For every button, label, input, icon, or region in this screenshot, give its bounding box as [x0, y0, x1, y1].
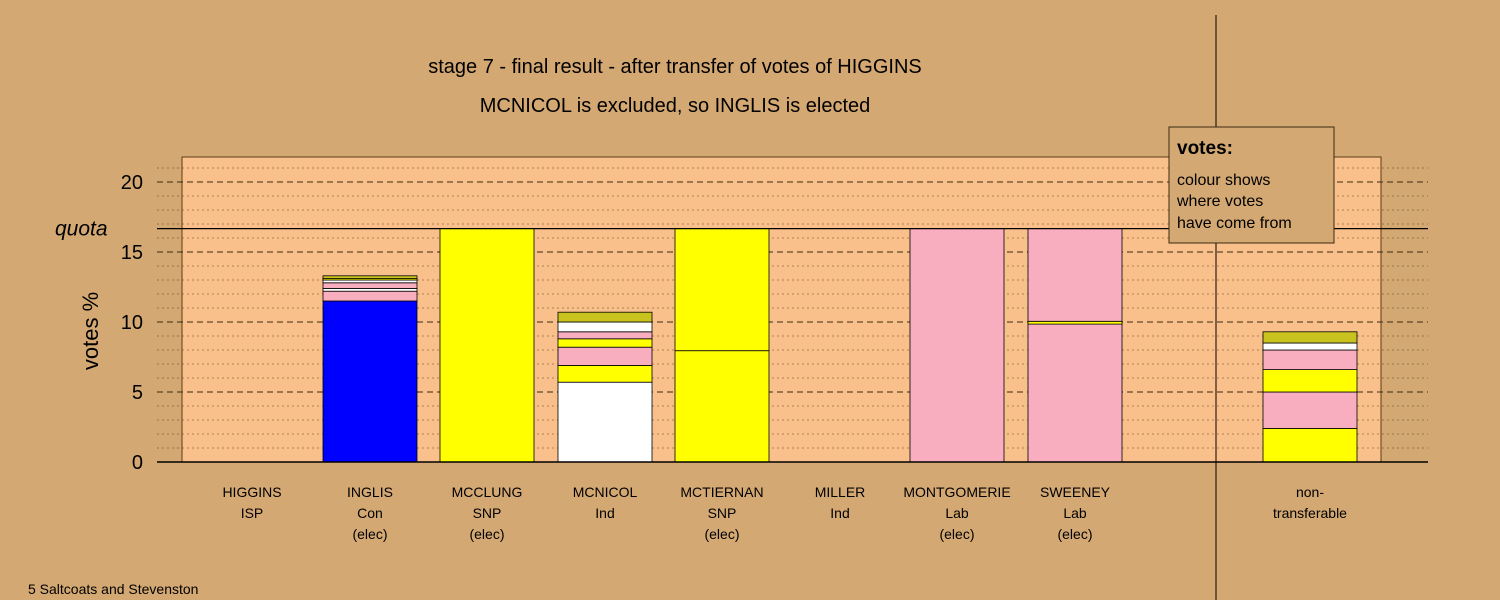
candidate-name-mcnicol: MCNICOL — [573, 484, 638, 500]
bars — [322, 228, 1358, 463]
candidate-party-inglis: Con — [357, 505, 383, 521]
candidate-status-montgomerie: (elec) — [939, 526, 974, 542]
legend-line-1: colour shows — [1177, 172, 1270, 189]
bar-mcnicol-segment — [557, 331, 653, 340]
y-tick-label: 10 — [121, 312, 143, 334]
candidate-name-mcclung: MCCLUNG — [452, 484, 523, 500]
legend-title: votes: — [1177, 138, 1233, 159]
bar-nontransferable-segment — [1262, 391, 1358, 429]
bar-nontransferable-segment — [1262, 369, 1358, 393]
y-tick-label: 20 — [121, 172, 143, 194]
bar-mcclung-segment — [439, 228, 535, 463]
bar-nontransferable-segment — [1262, 331, 1358, 344]
y-axis-ticks: 0 5 10 15 20 — [121, 172, 143, 474]
bar-nontransferable-segment — [1262, 427, 1358, 463]
candidate-party-mcnicol: Ind — [595, 505, 614, 521]
candidate-name-inglis: INGLIS — [347, 484, 393, 500]
candidate-name-miller: MILLER — [815, 484, 866, 500]
bar-mcnicol-segment — [557, 364, 653, 383]
bar-mcnicol-segment — [557, 321, 653, 333]
y-tick-label: 15 — [121, 242, 143, 264]
bar-nontransferable-segment — [1262, 349, 1358, 371]
candidate-party-sweeney: Lab — [1063, 505, 1087, 521]
legend-line-2: where votes — [1176, 193, 1263, 210]
bar-sweeney-segment — [1027, 320, 1123, 325]
category-labels: HIGGINS ISP INGLIS Con (elec) MCCLUNG SNP (elec… — [222, 484, 1347, 542]
quota-label: quota — [55, 218, 108, 241]
chart-title: stage 7 - final result - after transfer … — [428, 56, 922, 78]
bar-nontransferable-segment — [1262, 342, 1358, 351]
candidate-party-mcclung: SNP — [473, 505, 502, 521]
legend-box: votes: colour shows where votes have com… — [1168, 126, 1335, 244]
bar-inglis-segment — [322, 300, 418, 463]
candidate-party-montgomerie: Lab — [945, 505, 969, 521]
candidate-name-higgins: HIGGINS — [222, 484, 281, 500]
candidate-status-mcclung: (elec) — [469, 526, 504, 542]
bar-mctiernan-segment — [674, 228, 770, 352]
bar-inglis-segment — [322, 282, 418, 289]
y-tick-label: 5 — [132, 382, 143, 404]
legend-background — [1168, 126, 1335, 244]
footer-constituency: 5 Saltcoats and Stevenston — [28, 581, 198, 597]
candidate-name-mctiernan: MCTIERNAN — [680, 484, 763, 500]
candidate-party-miller: Ind — [830, 505, 849, 521]
nontransferable-label-1: non- — [1296, 484, 1324, 500]
bar-inglis-segment — [322, 279, 418, 284]
chart-subtitle: MCNICOL is excluded, so INGLIS is electe… — [480, 95, 871, 117]
bar-sweeney-segment — [1027, 228, 1123, 322]
bar-inglis-segment — [322, 275, 418, 279]
bar-mcnicol-segment — [557, 381, 653, 463]
nontransferable-label-2: transferable — [1273, 505, 1347, 521]
candidate-status-sweeney: (elec) — [1057, 526, 1092, 542]
bar-mcnicol-segment — [557, 346, 653, 366]
candidate-party-mctiernan: SNP — [708, 505, 737, 521]
bar-montgomerie-segment — [909, 228, 1005, 463]
candidate-name-montgomerie: MONTGOMERIE — [903, 484, 1010, 500]
y-tick-label: 0 — [132, 452, 143, 474]
bar-inglis-segment — [322, 287, 418, 292]
y-axis-label: votes % — [78, 292, 103, 370]
legend-line-3: have come from — [1177, 215, 1292, 232]
bar-mcnicol-segment — [557, 311, 653, 323]
bar-mcnicol-segment — [557, 338, 653, 348]
candidate-party-higgins: ISP — [241, 505, 264, 521]
bar-inglis-segment — [322, 290, 418, 302]
candidate-status-mctiernan: (elec) — [704, 526, 739, 542]
candidate-name-sweeney: SWEENEY — [1040, 484, 1111, 500]
candidate-status-inglis: (elec) — [352, 526, 387, 542]
bar-mctiernan-segment — [674, 350, 770, 463]
bar-sweeney-segment — [1027, 323, 1123, 463]
